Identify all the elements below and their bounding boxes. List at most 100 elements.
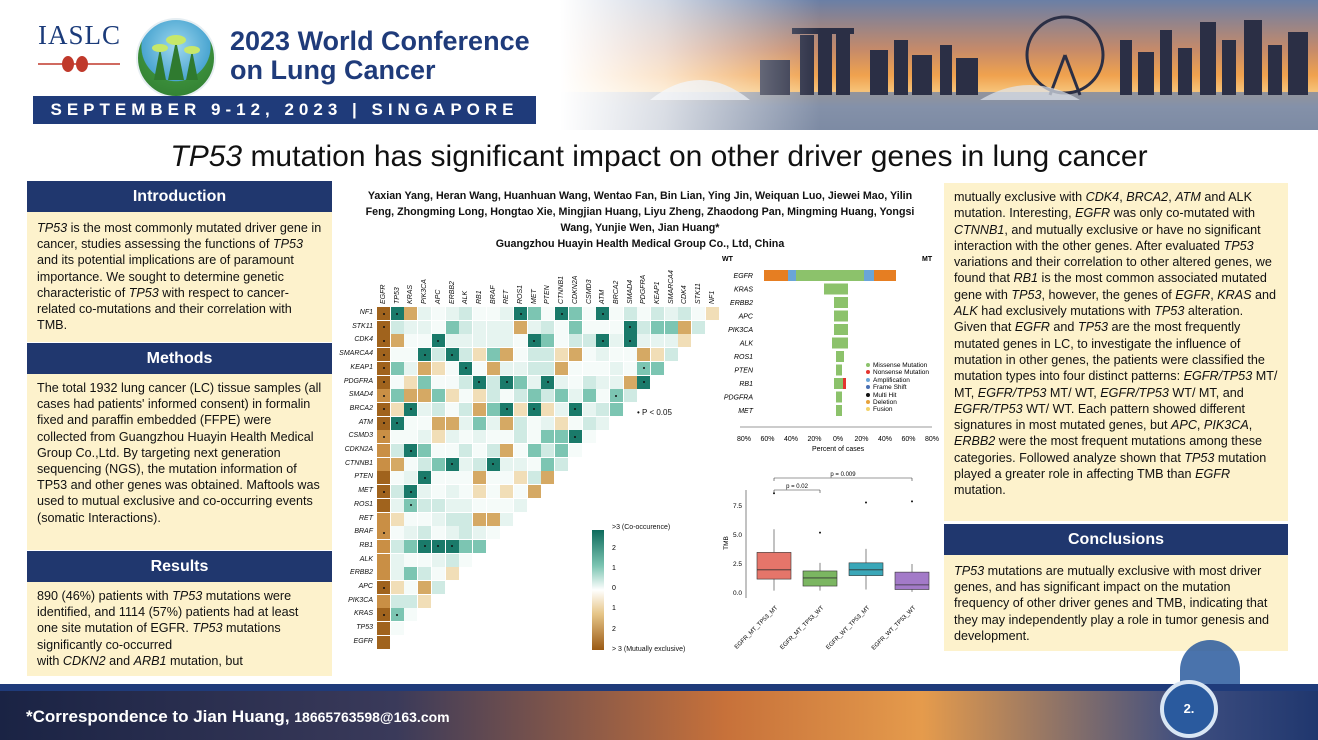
- significance-dot: [533, 408, 536, 411]
- boxplot-y-tick: 7.5: [733, 503, 742, 510]
- poster-footer: [0, 684, 1318, 740]
- heatmap-cell: [555, 375, 569, 389]
- boxplot-outlier: [865, 501, 867, 504]
- legend-entry: Nonsense Mutation: [866, 369, 929, 376]
- significance-dot: [437, 545, 440, 548]
- heatmap-cell: [596, 389, 610, 403]
- heatmap-cell: [486, 416, 500, 430]
- heatmap-cell: [377, 539, 390, 553]
- significance-dot: [382, 531, 385, 534]
- oncoplot-gene-label: EGFR: [734, 273, 753, 280]
- conference-date-bar: SEPTEMBER 9-12, 2023 | SINGAPORE: [33, 96, 536, 124]
- page-number-badge: 2.: [1160, 680, 1218, 738]
- heatmap-col-label: TP53: [393, 287, 401, 304]
- heatmap-cell: [459, 348, 473, 362]
- legend-entry: Frame Shift: [866, 384, 929, 391]
- oncoplot-bar-mt: [836, 351, 844, 362]
- oncoplot-gene-label: PDGFRA: [724, 395, 754, 402]
- oncoplot-bar-mt: [836, 324, 848, 335]
- heatmap-col-label: MET: [530, 289, 538, 304]
- significance-dot: [601, 339, 604, 342]
- heatmap-cell: [404, 334, 418, 348]
- significance-dot: [382, 586, 385, 589]
- heatmap-cell: [418, 581, 432, 594]
- heatmap-cell: [500, 307, 514, 320]
- legend-entry: Missense Mutation: [866, 362, 929, 369]
- significance-dot: [505, 381, 508, 383]
- heatmap-cell: [459, 334, 473, 348]
- heatmap-cell: [404, 361, 418, 375]
- heatmap-cell: [377, 457, 390, 471]
- heatmap-row-label: STK11: [352, 322, 373, 330]
- oncoplot-gene-label: PTEN: [734, 368, 754, 375]
- heatmap-cell: [390, 402, 404, 416]
- legend-label: Amplification: [873, 376, 910, 384]
- heatmap-cell: [541, 430, 555, 444]
- heatmap-col-label: NF1: [708, 290, 716, 304]
- heatmap-cell: [568, 307, 582, 320]
- heatmap-cell: [472, 526, 486, 540]
- significance-dot: [642, 367, 645, 370]
- heatmap-cell: [555, 444, 569, 457]
- heatmap-cell: [418, 485, 432, 499]
- scale-tick: 0: [612, 585, 616, 592]
- heatmap-cell: [404, 608, 418, 622]
- significance-dot: [382, 381, 385, 383]
- lungs-logo-icon: [38, 56, 120, 72]
- boxplot-box: [802, 570, 838, 587]
- legend-swatch: [866, 392, 870, 397]
- heatmap-cell: [431, 512, 445, 526]
- heatmap-cell: [623, 375, 637, 389]
- heatmap-cell: [472, 307, 486, 320]
- heatmap-cell: [431, 402, 445, 416]
- heatmap-cell: [445, 444, 459, 457]
- heatmap-cell: [445, 526, 459, 540]
- oncoplot-bar-mt: [836, 297, 848, 308]
- heatmap-cell: [431, 553, 445, 567]
- heatmap-cell: [514, 498, 527, 512]
- heatmap-row-label: TP53: [356, 624, 373, 632]
- heatmap-cell: [651, 334, 664, 348]
- boxplot-outlier: [911, 500, 913, 503]
- heatmap-cell: [541, 457, 555, 471]
- heatmap-cell: [555, 402, 569, 416]
- heatmap-cell: [418, 553, 432, 567]
- heatmap-col-label: BRCA2: [612, 280, 620, 304]
- heatmap-cell: [514, 361, 527, 375]
- heatmap-row-label: CDK4: [354, 336, 373, 344]
- heatmap-col-label: KRAS: [407, 284, 415, 304]
- heatmap-col-label: PIK3CA: [421, 279, 429, 304]
- boxplot-y-tick: 5.0: [733, 532, 742, 539]
- heatmap-cell: [472, 457, 486, 471]
- significance-dot: [437, 339, 440, 342]
- heatmap-cell: [390, 526, 404, 540]
- heatmap-cell: [459, 444, 473, 457]
- heatmap-cell: [500, 498, 514, 512]
- heatmap-cell: [418, 334, 432, 348]
- heatmap-cell: [445, 307, 459, 320]
- methods-text: The total 1932 lung cancer (LC) tissue s…: [27, 374, 332, 550]
- heatmap-cell: [568, 361, 582, 375]
- heatmap-col-label: SMARCA4: [667, 270, 675, 304]
- oncoplot-bar-segment: [764, 270, 788, 281]
- heatmap-cell: [637, 320, 651, 334]
- heatmap-cell: [459, 526, 473, 540]
- boxplot-group-label: EGFR_MT_TP53_WT: [779, 605, 825, 651]
- mutation-type-legend: Missense Mutation Nonsense Mutation Amplif…: [866, 362, 929, 414]
- heatmap-cell: [568, 416, 582, 430]
- heatmap-cell: [390, 348, 404, 362]
- heatmap-cell: [582, 375, 596, 389]
- heatmap-cell: [404, 348, 418, 362]
- heatmap-cell: [431, 361, 445, 375]
- significance-dot: [409, 449, 412, 452]
- heatmap-cell: [390, 594, 404, 608]
- heatmap-row-label: APC: [358, 583, 373, 590]
- oncoplot-bar-mt: [836, 364, 842, 376]
- heatmap-cell: [486, 320, 500, 334]
- heatmap-cell: [609, 361, 623, 375]
- heatmap-cell: [486, 498, 500, 512]
- boxplot-y-tick: 0.0: [733, 590, 742, 597]
- heatmap-cell: [582, 402, 596, 416]
- heatmap-cell: [527, 348, 541, 362]
- heatmap-cell: [445, 553, 459, 567]
